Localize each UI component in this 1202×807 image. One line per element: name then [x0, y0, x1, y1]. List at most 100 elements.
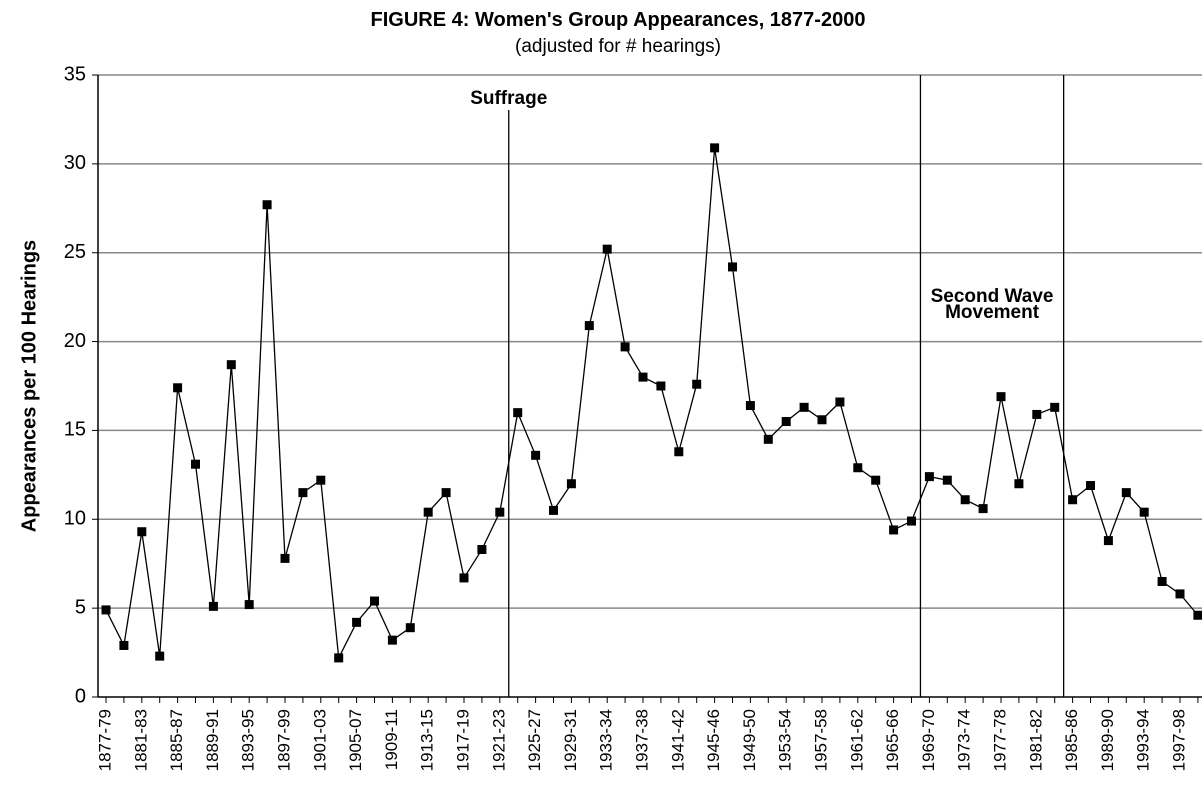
x-tick-label: 1909-11 [382, 709, 401, 770]
marker [1157, 576, 1167, 586]
x-tick-label: 1993-94 [1134, 709, 1153, 771]
marker [781, 417, 791, 427]
marker [1193, 610, 1202, 620]
chart-title: FIGURE 4: Women's Group Appearances, 187… [371, 9, 866, 31]
x-tick-label: 1941-42 [668, 709, 687, 771]
marker [280, 553, 290, 563]
marker [423, 507, 433, 517]
x-tick-label: 1889-91 [203, 709, 222, 771]
x-tick-label: 1961-62 [847, 709, 866, 771]
x-tick-label: 1965-66 [883, 709, 902, 771]
marker [101, 605, 111, 615]
marker [513, 408, 523, 418]
x-tick-label: 1937-38 [632, 709, 651, 771]
x-tick-label: 1933-34 [597, 709, 616, 771]
x-tick-label: 1945-46 [704, 709, 723, 771]
marker [495, 507, 505, 517]
x-tick-label: 1953-54 [776, 709, 795, 771]
x-tick-label: 1973-74 [955, 709, 974, 771]
x-tick-label: 1877-79 [95, 709, 114, 771]
x-tick-label: 1917-19 [453, 709, 472, 771]
y-tick-label: 10 [64, 508, 86, 530]
marker [137, 527, 147, 537]
marker [1032, 409, 1042, 419]
marker [728, 262, 737, 272]
marker [119, 640, 129, 650]
marker [835, 397, 845, 407]
marker [1139, 507, 1149, 517]
marker [871, 475, 881, 485]
marker [441, 488, 451, 498]
marker [298, 488, 308, 498]
x-tick-label: 1913-15 [418, 709, 437, 771]
marker [262, 200, 272, 210]
marker [763, 434, 773, 444]
y-tick-label: 25 [64, 241, 86, 263]
y-tick-label: 35 [64, 63, 86, 85]
marker [405, 623, 415, 633]
marker [924, 472, 934, 482]
marker [244, 600, 254, 610]
x-tick-label: 1897-99 [274, 709, 293, 771]
marker [1050, 402, 1060, 412]
y-tick-label: 0 [75, 685, 86, 707]
x-tick-label: 1977-78 [990, 709, 1009, 771]
marker [316, 475, 326, 485]
x-tick-label: 1957-58 [811, 709, 830, 771]
y-axis-label: Appearances per 100 Hearings [18, 240, 40, 532]
marker [531, 450, 541, 460]
marker [226, 360, 236, 370]
marker [208, 601, 218, 611]
chart-subtitle: (adjusted for # hearings) [515, 36, 721, 57]
x-tick-label: 1925-27 [525, 709, 544, 771]
marker [352, 617, 362, 627]
x-tick-label: 1981-82 [1026, 709, 1045, 771]
marker [1121, 488, 1131, 498]
marker [996, 392, 1006, 402]
marker [656, 381, 666, 391]
x-tick-label: 1989-90 [1098, 709, 1117, 771]
y-tick-label: 15 [64, 419, 86, 441]
marker [674, 447, 684, 457]
x-tick-label: 1949-50 [740, 709, 759, 771]
marker [1103, 536, 1113, 546]
marker [1014, 479, 1024, 489]
x-tick-label: 1901-03 [310, 709, 329, 771]
marker [191, 459, 200, 469]
marker [960, 495, 970, 505]
series-line [105, 147, 1199, 661]
marker [173, 383, 183, 393]
x-tick-label: 1929-31 [561, 709, 580, 771]
marker [1175, 589, 1185, 599]
x-tick-label: 1905-07 [346, 709, 365, 771]
marker [566, 479, 576, 489]
marker [549, 505, 558, 515]
y-tick-label: 30 [64, 152, 86, 174]
marker [370, 596, 379, 606]
marker [602, 244, 612, 254]
marker [334, 653, 344, 663]
x-tick-label: 1985-86 [1062, 709, 1081, 771]
marker [745, 401, 755, 411]
x-tick-label: 1893-95 [239, 709, 258, 771]
x-tick-label: 1921-23 [489, 709, 508, 771]
marker [817, 415, 827, 425]
x-tick-label: 1881-83 [131, 709, 150, 771]
marker [459, 573, 469, 583]
marker [907, 516, 916, 526]
annotation: Movement [945, 302, 1040, 323]
x-tick-label: 1885-87 [167, 709, 186, 771]
annotation: Second Wave [931, 286, 1054, 307]
marker [638, 372, 648, 382]
marker [692, 379, 702, 389]
marker [155, 651, 165, 661]
marker [853, 463, 863, 473]
marker [889, 525, 899, 535]
marker [710, 143, 720, 153]
marker [978, 504, 988, 514]
marker [1086, 481, 1095, 491]
y-tick-label: 20 [64, 330, 86, 352]
x-tick-label: 1969-70 [919, 709, 938, 771]
marker [799, 402, 809, 412]
